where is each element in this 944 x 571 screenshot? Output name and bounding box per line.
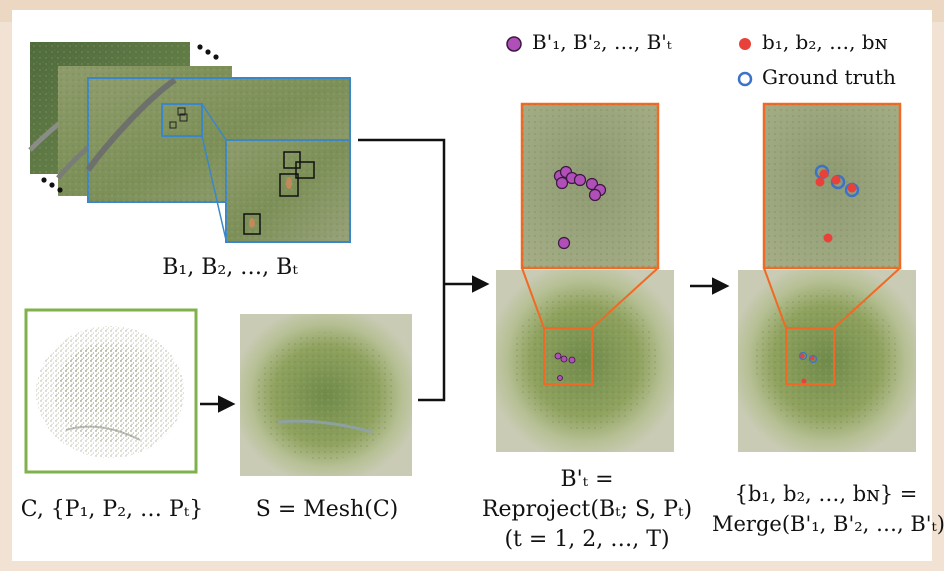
mesh-label: S = Mesh(C) <box>255 497 399 522</box>
detections-label: B₁, B₂, …, Bₜ <box>162 255 298 280</box>
legend-merged-marker <box>739 38 751 50</box>
reprojected-detections <box>553 165 607 250</box>
ellipsis-icon <box>41 177 63 193</box>
road-path <box>85 77 177 172</box>
reproject-region-box <box>543 327 593 385</box>
legend-reprojected-label: B'₁, B'₂, …, B'ₜ <box>532 30 672 54</box>
frame-top-border <box>0 0 944 10</box>
detection-box <box>243 213 261 235</box>
reproject-formula-line1: B'ₜ = <box>560 467 614 492</box>
detection-box <box>279 173 299 197</box>
reproject-formula-line2: Reproject(Bₜ; S, Pₜ) <box>481 497 693 522</box>
legend-ground-truth-marker <box>737 71 753 87</box>
aerial-frame-stack <box>28 42 351 243</box>
merge-region-box <box>785 327 835 385</box>
point-cloud-label: C, {P₁, P₂, … Pₜ} <box>20 497 204 522</box>
reproject-formula-line3: (t = 1, 2, …, T) <box>504 527 670 552</box>
merge-panel <box>738 102 916 452</box>
mesh-render <box>240 314 412 476</box>
ellipsis-icon <box>197 44 219 60</box>
reprojection-panel <box>496 102 674 452</box>
merge-formula-line1: {b₁, b₂, …, bɴ} = <box>734 482 918 506</box>
merged-detections <box>814 164 860 243</box>
detection-box <box>295 161 315 179</box>
legend-merged-label: b₁, b₂, …, bɴ <box>762 30 888 54</box>
legend-ground-truth-label: Ground truth <box>762 65 896 89</box>
detection-box <box>283 151 301 169</box>
legend-reprojected-marker <box>506 36 522 52</box>
merge-formula-line2: Merge(B'₁, B'₂, …, B'ₜ) <box>712 512 944 536</box>
arrow-icon <box>358 138 490 402</box>
point-cloud <box>24 308 198 474</box>
zoom-region-box <box>161 103 203 137</box>
